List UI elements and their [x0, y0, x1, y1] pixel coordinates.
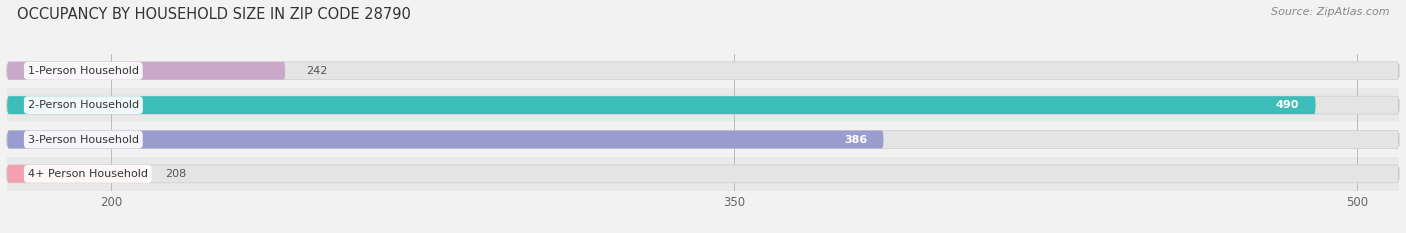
Text: 242: 242: [307, 66, 328, 76]
Text: 2-Person Household: 2-Person Household: [28, 100, 139, 110]
FancyBboxPatch shape: [7, 96, 1399, 114]
Text: 208: 208: [165, 169, 186, 179]
FancyBboxPatch shape: [7, 62, 1399, 80]
Text: OCCUPANCY BY HOUSEHOLD SIZE IN ZIP CODE 28790: OCCUPANCY BY HOUSEHOLD SIZE IN ZIP CODE …: [17, 7, 411, 22]
FancyBboxPatch shape: [7, 130, 1399, 148]
Bar: [7, 157, 1399, 191]
Text: 490: 490: [1275, 100, 1299, 110]
Bar: [7, 88, 1399, 122]
Text: Source: ZipAtlas.com: Source: ZipAtlas.com: [1271, 7, 1389, 17]
Bar: [7, 122, 1399, 157]
FancyBboxPatch shape: [7, 165, 145, 183]
FancyBboxPatch shape: [7, 165, 1399, 183]
Text: 386: 386: [844, 134, 868, 144]
FancyBboxPatch shape: [7, 130, 884, 148]
Text: 1-Person Household: 1-Person Household: [28, 66, 139, 76]
Bar: [7, 54, 1399, 88]
FancyBboxPatch shape: [7, 62, 285, 80]
Text: 4+ Person Household: 4+ Person Household: [28, 169, 148, 179]
FancyBboxPatch shape: [7, 96, 1316, 114]
Text: 3-Person Household: 3-Person Household: [28, 134, 139, 144]
